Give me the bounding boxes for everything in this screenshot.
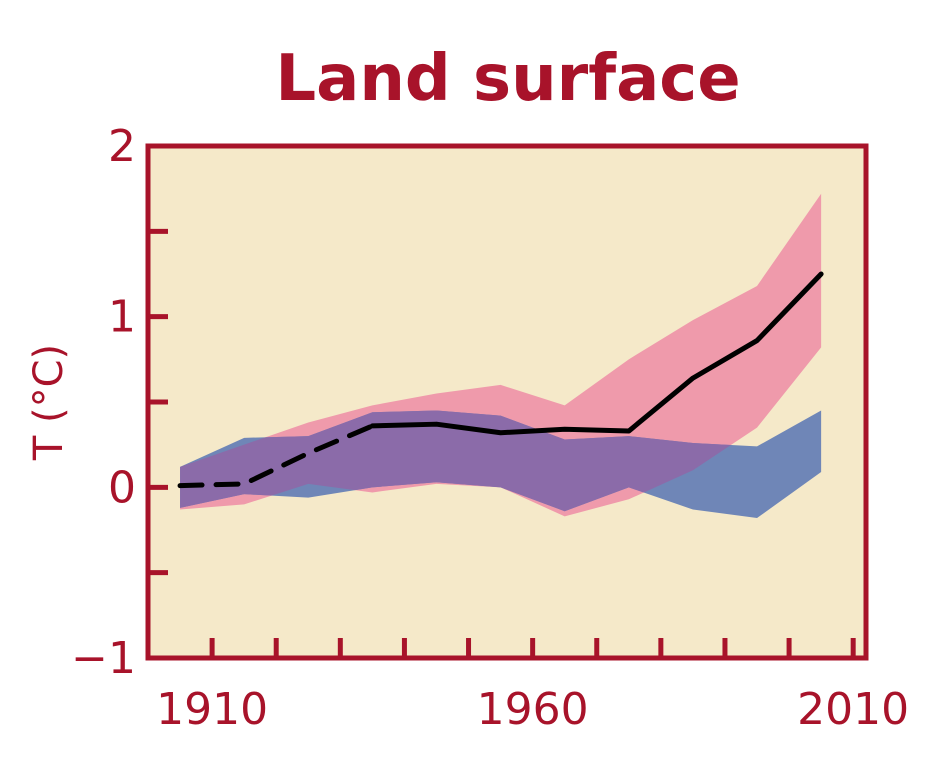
y-tick-label: 1: [108, 292, 136, 343]
y-axis-label: T (°C): [26, 344, 72, 461]
series-line-solid: [369, 271, 824, 436]
chart-title: Land surface: [275, 42, 740, 116]
x-axis-ticks: 1910 1960 2010: [156, 638, 909, 735]
uncertainty-bands: [180, 193, 822, 519]
y-tick-label: 2: [108, 121, 136, 172]
y-tick-label: −1: [71, 633, 136, 684]
x-tick-label: 1960: [477, 684, 589, 735]
y-tick-label: 0: [108, 462, 136, 513]
observed-lines: [177, 271, 824, 489]
y-axis-ticks: −1 0 1 2: [71, 121, 168, 684]
x-tick-label: 1910: [156, 684, 268, 735]
x-tick-label: 2010: [797, 684, 909, 735]
